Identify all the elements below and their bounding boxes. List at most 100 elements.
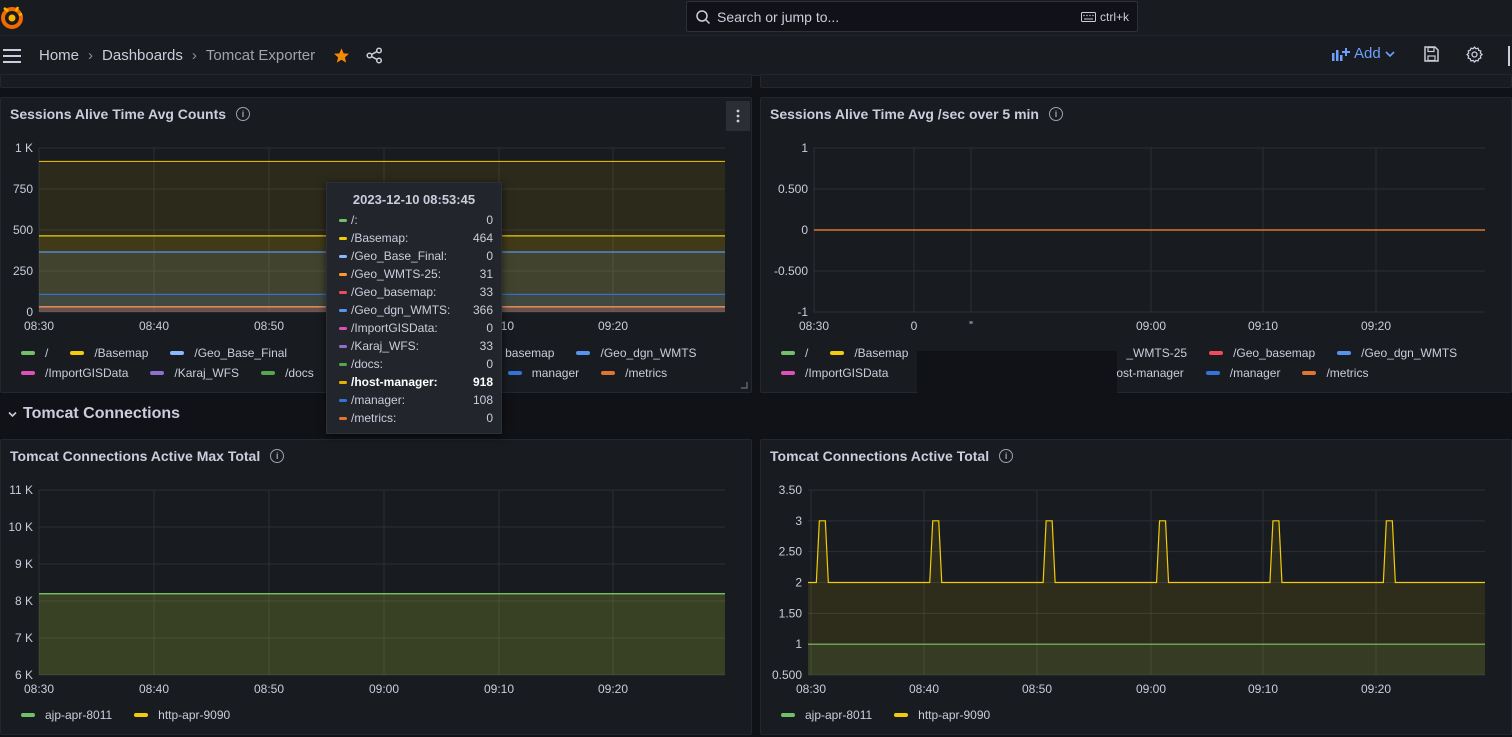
legend-item[interactable]: /Geo_dgn_WMTS bbox=[1337, 346, 1457, 360]
x-tick-label: 09:20 bbox=[598, 682, 628, 696]
tooltip-swatch bbox=[339, 362, 347, 366]
panel-title: Tomcat Connections Active Total i bbox=[770, 448, 1014, 464]
tooltip-row: /docs: 0 bbox=[339, 355, 493, 373]
tooltip-series-value: 108 bbox=[472, 393, 493, 407]
shortcut-label: ctrl+k bbox=[1099, 9, 1129, 24]
legend-swatch bbox=[894, 713, 909, 717]
tooltip-series-name: /Basemap: bbox=[351, 231, 409, 245]
breadcrumb-home[interactable]: Home bbox=[39, 47, 80, 64]
legend-swatch bbox=[781, 371, 795, 375]
legend-item[interactable]: / bbox=[21, 346, 48, 360]
y-tick-label: 1.50 bbox=[779, 606, 803, 620]
legend-label: /host-manager bbox=[1106, 366, 1184, 380]
tooltip-series-value: 33 bbox=[479, 285, 493, 299]
hamburger-menu-icon[interactable] bbox=[2, 46, 22, 66]
x-tick-label: 08:40 bbox=[139, 319, 169, 333]
legend-item[interactable]: ajp-apr-8011 bbox=[781, 708, 872, 722]
tooltip-series-value: 0 bbox=[486, 411, 493, 425]
y-tick-label: 1 bbox=[795, 637, 802, 651]
x-tick-label: 09:00 bbox=[1136, 319, 1166, 333]
legend-item[interactable]: /Basemap bbox=[70, 346, 148, 360]
y-tick-label: 11 K bbox=[9, 483, 33, 497]
breadcrumb: Home › Dashboards › Tomcat Exporter bbox=[39, 47, 315, 64]
legend-item[interactable]: /Geo_dgn_WMTS bbox=[576, 346, 697, 360]
panel-above-left bbox=[0, 74, 752, 88]
legend-item[interactable]: /ImportGISData bbox=[781, 366, 888, 380]
panel-sessions-alive-rate[interactable]: Sessions Alive Time Avg /sec over 5 min … bbox=[760, 97, 1512, 393]
info-icon[interactable]: i bbox=[270, 449, 285, 463]
legend-item[interactable]: /Karaj_WFS bbox=[150, 366, 239, 380]
y-tick-label: 2.50 bbox=[779, 545, 803, 559]
more-vertical-icon bbox=[736, 109, 740, 123]
row-title: Tomcat Connections bbox=[23, 405, 181, 422]
row-header-tomcat-connections[interactable]: Tomcat Connections bbox=[8, 405, 180, 423]
legend-swatch bbox=[1337, 351, 1352, 355]
legend-label: http-apr-9090 bbox=[918, 708, 991, 722]
y-tick-label: 7 K bbox=[15, 631, 33, 645]
breadcrumb-dashboards[interactable]: Dashboards bbox=[102, 47, 183, 64]
info-icon[interactable]: i bbox=[236, 107, 251, 121]
x-tick-label: 09:00 bbox=[369, 682, 399, 696]
legend-swatch bbox=[261, 371, 276, 375]
tooltip-swatch bbox=[339, 416, 347, 420]
legend-item[interactable]: manager bbox=[507, 366, 579, 380]
x-tick-label: 09:20 bbox=[1361, 682, 1391, 696]
x-tick-label: 0 bbox=[911, 319, 918, 333]
legend-item[interactable]: /metrics bbox=[601, 366, 667, 380]
legend-label: _WMTS-25 bbox=[1126, 346, 1188, 360]
legend-item[interactable]: /Geo_basemap bbox=[1209, 346, 1315, 360]
legend-item[interactable]: /metrics bbox=[1302, 366, 1368, 380]
legend-swatch bbox=[1302, 371, 1317, 375]
tooltip-series-value: 918 bbox=[472, 375, 493, 389]
legend-label: /Basemap bbox=[94, 346, 149, 360]
chart-4[interactable]: 0.500 1 1.50 2 2.50 3 3.50 08:30 08:40 08:50 09:00… bbox=[761, 440, 1512, 736]
add-button[interactable]: Add bbox=[1332, 45, 1395, 62]
share-icon[interactable] bbox=[366, 47, 383, 64]
panel-above-right bbox=[760, 74, 1512, 88]
info-icon[interactable]: i bbox=[999, 449, 1014, 463]
tooltip-series-name: /Karaj_WFS: bbox=[351, 339, 420, 353]
x-tick-label: 09:20 bbox=[598, 319, 628, 333]
gear-icon[interactable] bbox=[1466, 46, 1483, 63]
legend-item[interactable]: /ImportGISData bbox=[21, 366, 128, 380]
legend-swatch bbox=[830, 351, 845, 355]
tooltip-row: /ImportGISData: 0 bbox=[339, 319, 493, 337]
legend-item[interactable]: / bbox=[781, 346, 808, 360]
legend-swatch bbox=[1205, 371, 1220, 375]
y-tick-label: 0.500 bbox=[772, 668, 802, 682]
tooltip-swatch bbox=[339, 272, 347, 276]
y-tick-label: 8 K bbox=[15, 594, 33, 608]
top-bar: Search or jump to... ctrl+k bbox=[0, 0, 1512, 36]
x-tick-label: ˮ bbox=[969, 319, 973, 333]
chart-2[interactable]: -1 -0.500 0 0.500 1 08:30 0 ˮ 09:00 09:10 09:20 bbox=[761, 98, 1512, 394]
y-tick-label: 9 K bbox=[15, 557, 33, 571]
info-icon[interactable]: i bbox=[1048, 107, 1063, 121]
save-icon[interactable] bbox=[1423, 46, 1440, 63]
legend-item[interactable]: /manager bbox=[1205, 366, 1280, 380]
legend-item[interactable]: /Geo_Base_Final bbox=[170, 346, 287, 360]
legend-item[interactable]: /docs bbox=[261, 366, 314, 380]
more-edge[interactable] bbox=[1508, 46, 1512, 66]
star-icon[interactable] bbox=[333, 47, 350, 64]
grafana-logo-icon[interactable] bbox=[0, 2, 26, 32]
breadcrumb-current: Tomcat Exporter bbox=[205, 47, 316, 64]
search-input[interactable]: Search or jump to... ctrl+k bbox=[686, 1, 1138, 32]
chart-3[interactable]: 6 K 7 K 8 K 9 K 10 K 11 K 08:30 08:40 08:50 09:00… bbox=[1, 440, 753, 736]
tooltip-series-value: 0 bbox=[486, 213, 493, 227]
resize-handle-icon[interactable] bbox=[740, 381, 748, 389]
panel-title-text: Sessions Alive Time Avg /sec over 5 min bbox=[770, 106, 1039, 122]
add-panel-icon bbox=[1332, 47, 1350, 61]
panel-connections-active-total[interactable]: Tomcat Connections Active Total i 0.500 1… bbox=[760, 439, 1512, 735]
legend-item[interactable]: /Basemap bbox=[830, 346, 908, 360]
panel-connections-max-total[interactable]: Tomcat Connections Active Max Total i 6 … bbox=[0, 439, 752, 735]
legend-item[interactable]: http-apr-9090 bbox=[134, 708, 230, 722]
legend-item[interactable]: http-apr-9090 bbox=[894, 708, 990, 722]
legend-label: /Geo_basemap bbox=[1233, 346, 1316, 360]
legend-swatch bbox=[507, 371, 522, 375]
y-tick-label: -1 bbox=[797, 305, 808, 319]
legend-label: /Geo_dgn_WMTS bbox=[600, 346, 697, 360]
panel-menu-button[interactable] bbox=[726, 101, 750, 131]
panel-title-text: Sessions Alive Time Avg Counts bbox=[10, 106, 227, 122]
legend-item[interactable]: ajp-apr-8011 bbox=[21, 708, 112, 722]
legend-swatch bbox=[150, 371, 165, 375]
